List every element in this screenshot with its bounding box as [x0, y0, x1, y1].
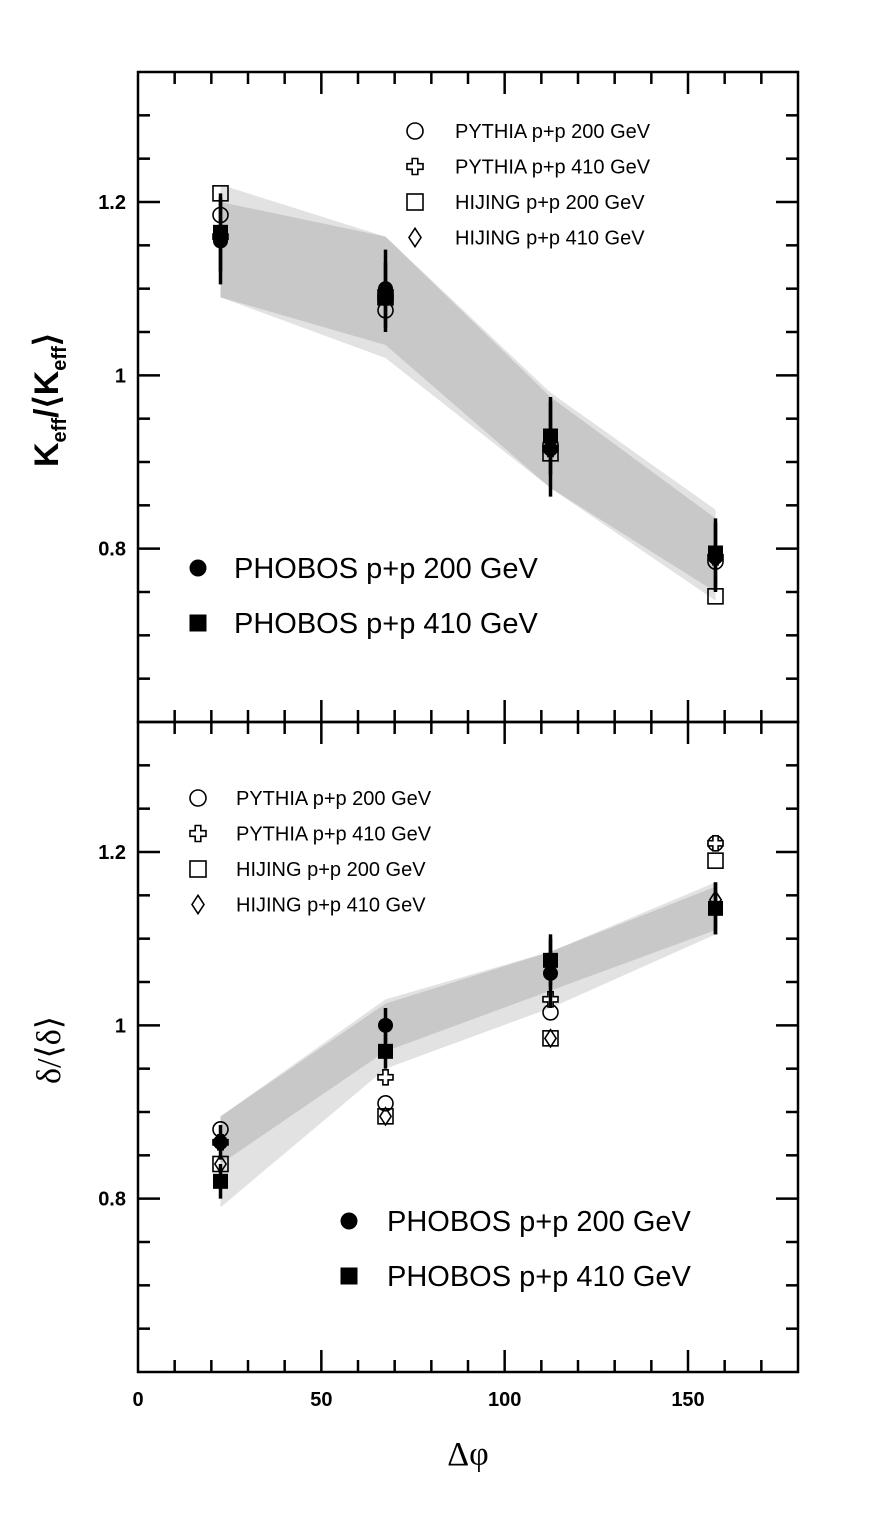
y-tick-label: 0.8	[98, 539, 126, 561]
top-markers	[212, 185, 724, 605]
y-tick-label: 1	[115, 1015, 126, 1037]
legend-entry: HIJING p+p 410 GeV	[236, 895, 426, 917]
x-tick-label: 150	[671, 1389, 704, 1411]
bottom-y-axis-title: δ/⟨δ⟩	[31, 1016, 68, 1084]
y-tick-label: 0.8	[98, 1189, 126, 1211]
data-point-filled-square	[543, 952, 558, 968]
legend-entry: PHOBOS p+p 200 GeV	[234, 553, 539, 585]
data-point-open-diamond	[378, 1106, 393, 1127]
legend-marker-open-cross	[189, 824, 207, 843]
legend-entry: PYTHIA p+p 410 GeV	[455, 157, 651, 179]
legend-entry: PYTHIA p+p 200 GeV	[455, 121, 651, 143]
top-panel: 0.8 1 1.2 PYTHIA p+p 200 GeV PYTHIA p+p 410…	[98, 70, 800, 724]
legend-marker-open-diamond	[191, 893, 205, 916]
legend-entry: PHOBOS p+p 410 GeV	[387, 1261, 692, 1293]
data-point-filled-circle	[378, 1017, 393, 1033]
y-tick-label: 1.2	[98, 192, 126, 214]
data-point-open-circle	[377, 1095, 394, 1112]
legend-entry: PYTHIA p+p 200 GeV	[236, 788, 432, 810]
x-tick-label: 0	[132, 1389, 143, 1411]
legend-entry: HIJING p+p 200 GeV	[236, 859, 426, 881]
x-tick-label: 50	[310, 1389, 332, 1411]
bottom-uncertainty-bands	[220, 882, 716, 1208]
data-point-open-cross	[707, 835, 724, 852]
legend-marker-open-circle	[406, 122, 424, 140]
legend-marker-open-square	[406, 193, 424, 211]
data-point-open-square	[707, 852, 724, 869]
data-point-filled-square	[708, 545, 723, 561]
y-tick-label: 1.2	[98, 842, 126, 864]
legend-entry: PHOBOS p+p 200 GeV	[387, 1206, 692, 1238]
data-point-filled-square	[543, 428, 558, 444]
legend-marker-filled-circle	[340, 1212, 358, 1230]
bottom-panel: 0.811.2 0 50 100 150 PYTHIA p+p 200 GeVPYTH…	[98, 720, 800, 1411]
legend-marker-open-cross	[406, 157, 424, 176]
legend-marker-filled-square	[340, 1267, 358, 1285]
x-tick-label: 100	[488, 1389, 521, 1411]
bottom-frame	[136, 720, 800, 1374]
legend-marker-open-diamond	[408, 226, 422, 249]
top-data-legend: PHOBOS p+p 200 GeV PHOBOS p+p 410 GeV	[189, 553, 539, 640]
data-point-filled-square	[378, 289, 393, 305]
data-point-filled-square	[378, 1043, 393, 1059]
legend-entry: PYTHIA p+p 410 GeV	[236, 824, 432, 846]
data-point-filled-square	[708, 900, 723, 916]
legend-marker-filled-square	[189, 614, 207, 632]
top-uncertainty-bands	[220, 184, 716, 601]
data-point-filled-square	[213, 1173, 228, 1189]
legend-entry: HIJING p+p 410 GeV	[455, 228, 645, 250]
legend-marker-open-square	[189, 860, 207, 878]
top-y-axis-title: Keff/⟨Keff⟩	[28, 333, 71, 467]
bottom-model-legend: PYTHIA p+p 200 GeV PYTHIA p+p 410 GeV HIJI…	[189, 788, 432, 917]
x-axis-title: Δφ	[447, 1436, 489, 1473]
x-tick-labels: 0 50 100 150	[132, 1389, 704, 1411]
band-inner-area	[220, 202, 716, 592]
bottom-y-tick-labels: 0.8 1 1.2	[98, 842, 126, 1211]
data-point-filled-circle	[213, 1134, 228, 1150]
legend-entry: PHOBOS p+p 410 GeV	[234, 608, 539, 640]
data-point-filled-square	[213, 224, 228, 240]
band-inner-area	[220, 886, 716, 1164]
top-model-legend: PYTHIA p+p 200 GeV PYTHIA p+p 410 GeV HIJI…	[406, 121, 651, 250]
legend-marker-open-circle	[189, 789, 207, 807]
data-point-open-diamond	[543, 1028, 558, 1049]
bottom-markers	[212, 835, 724, 1199]
bottom-data-legend: PHOBOS p+p 200 GeV PHOBOS p+p 410 GeV	[340, 1206, 692, 1293]
top-y-tick-labels: 0.8 1 1.2	[98, 192, 126, 561]
legend-marker-filled-circle	[189, 559, 207, 577]
legend-entry: HIJING p+p 200 GeV	[455, 192, 645, 214]
data-point-open-cross	[377, 1069, 394, 1086]
y-tick-label: 1	[115, 365, 126, 387]
